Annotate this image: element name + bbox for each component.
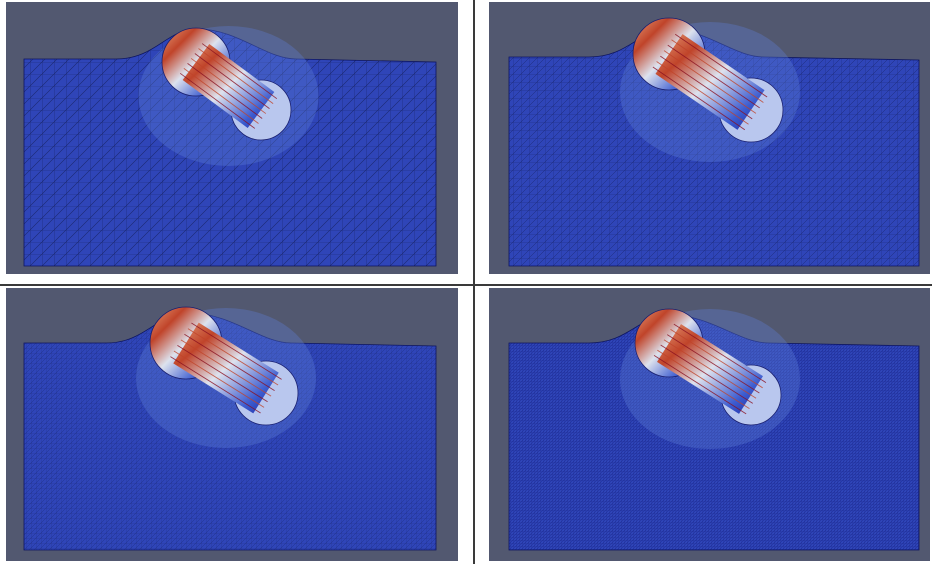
panel-top-left <box>6 2 458 274</box>
capsule-inclusion <box>634 308 782 426</box>
mesh-svg <box>23 306 437 551</box>
panel-bottom-right <box>489 288 930 561</box>
panel-top-right <box>489 2 930 274</box>
vertical-divider <box>473 0 475 564</box>
capsule-inclusion <box>161 27 292 141</box>
mesh-svg <box>508 308 920 551</box>
horizontal-divider <box>0 284 932 286</box>
mesh-svg <box>23 26 437 267</box>
capsule-inclusion <box>149 306 299 426</box>
capsule-inclusion <box>632 17 784 143</box>
mesh-svg <box>508 17 920 267</box>
panel-bottom-left <box>6 288 458 561</box>
